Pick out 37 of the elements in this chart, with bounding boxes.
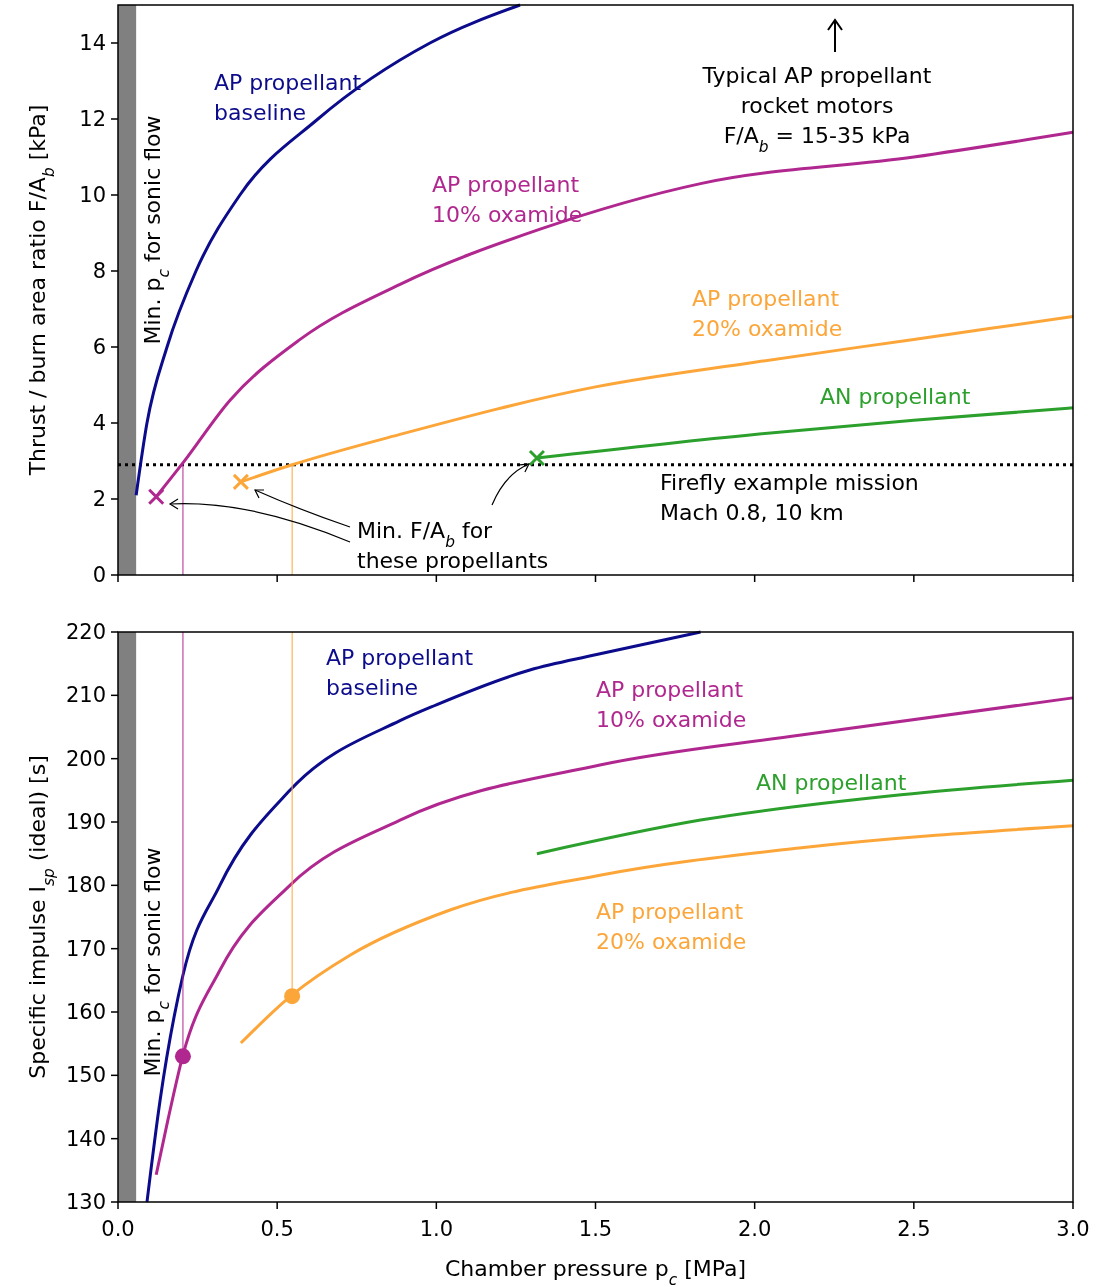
series-label: AN propellant: [820, 384, 971, 409]
series-label: AP propellant 10% oxamide: [432, 172, 583, 227]
y-tick-label: 210: [65, 683, 106, 708]
ref-line-label: Firefly example mission Mach 0.8, 10 km: [660, 469, 919, 525]
x-tick-label: 3.0: [1056, 1217, 1090, 1241]
y-tick-label: 220: [65, 620, 106, 644]
x-axis-title: Chamber pressure p$_{c}$ [MPa]: [444, 1256, 747, 1287]
annotation: Min. F/A$_{b}$ for these propellants: [357, 518, 549, 573]
y-tick-label: 190: [65, 810, 106, 834]
y-tick-label: 10: [79, 183, 106, 207]
series-label: AP propellant 20% oxamide: [596, 899, 747, 954]
x-tick-label: 1.0: [419, 1217, 454, 1241]
y-tick-label: 14: [79, 31, 106, 55]
x-tick-label: 0.5: [260, 1217, 294, 1241]
y-tick-label: 12: [79, 107, 106, 131]
series-label: AP propellant baseline: [214, 70, 362, 125]
x-tick-label: 2.0: [737, 1217, 772, 1241]
y-tick-label: 180: [65, 873, 106, 898]
x-tick-label: 1.5: [578, 1217, 613, 1241]
y-tick-label: 200: [65, 746, 106, 771]
series-label: AP propellant baseline: [326, 645, 474, 700]
x-tick-label: 0.0: [101, 1217, 135, 1241]
annotation: Typical AP propellant rocket motors F/A$_{b}$ = 15-35 kPa: [701, 63, 932, 156]
y-tick-label: 160: [65, 1000, 106, 1024]
y-tick-label: 8: [92, 259, 106, 283]
y-tick-label: 140: [65, 1126, 106, 1151]
series-label: AN propellant: [756, 770, 907, 795]
series-label: AP propellant 10% oxamide: [596, 677, 747, 732]
y-tick-label: 0: [92, 563, 106, 587]
y-tick-label: 130: [65, 1190, 106, 1214]
y-tick-label: 170: [65, 936, 106, 961]
x-tick-label: 2.5: [897, 1217, 931, 1241]
y-tick-label: 2: [92, 487, 106, 511]
y-tick-label: 6: [92, 335, 106, 359]
y-tick-label: 4: [92, 411, 106, 435]
y-tick-label: 150: [65, 1063, 106, 1088]
series-label: AP propellant 20% oxamide: [692, 286, 843, 341]
